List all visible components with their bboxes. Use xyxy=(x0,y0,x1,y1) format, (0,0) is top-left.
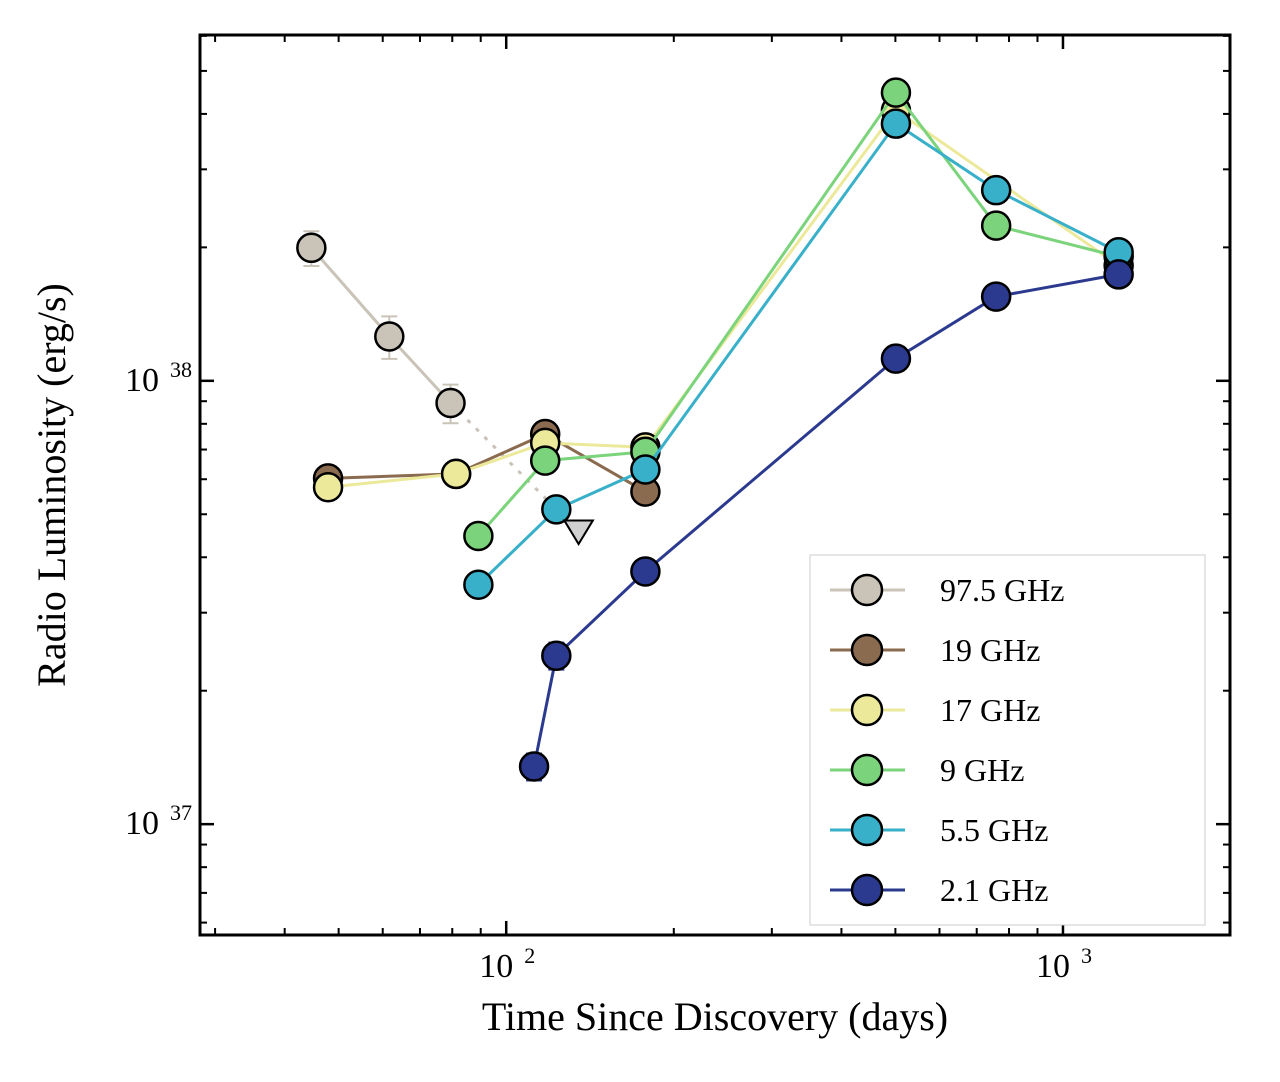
svg-text:10: 10 xyxy=(125,805,159,842)
legend-marker xyxy=(852,635,882,665)
data-point xyxy=(982,283,1010,311)
data-point xyxy=(631,557,659,585)
data-point xyxy=(542,642,570,670)
data-point xyxy=(882,110,910,138)
svg-text:2: 2 xyxy=(524,943,535,968)
chart-container: 10 2 10 3 10 37 10 38 Time Since Discovery (days… xyxy=(0,0,1280,1082)
y-tick-label: 10 38 xyxy=(125,357,192,399)
svg-text:10: 10 xyxy=(1036,948,1070,985)
legend-label: 5.5 GHz xyxy=(940,812,1048,848)
radio-luminosity-chart: 10 2 10 3 10 37 10 38 Time Since Discovery (days… xyxy=(0,0,1280,1082)
data-point xyxy=(1105,260,1133,288)
svg-text:3: 3 xyxy=(1081,943,1092,968)
upper-limit-marker xyxy=(564,520,593,544)
data-point xyxy=(631,455,659,483)
y-tick-label: 10 37 xyxy=(125,800,192,842)
svg-text:38: 38 xyxy=(170,357,192,382)
legend-marker xyxy=(852,755,882,785)
data-point xyxy=(531,447,559,475)
x-tick-label: 10 3 xyxy=(1036,943,1092,985)
data-point xyxy=(542,495,570,523)
legend-label: 9 GHz xyxy=(940,752,1024,788)
series-5.5GHz xyxy=(464,110,1132,599)
data-point xyxy=(437,389,465,417)
data-point xyxy=(520,753,548,781)
data-point xyxy=(982,212,1010,240)
data-point xyxy=(982,176,1010,204)
data-point xyxy=(375,322,403,350)
data-point xyxy=(442,460,470,488)
legend-marker xyxy=(852,575,882,605)
data-point xyxy=(314,473,342,501)
data-point xyxy=(882,79,910,107)
legend-label: 19 GHz xyxy=(940,632,1040,668)
legend-marker xyxy=(852,815,882,845)
x-axis-label: Time Since Discovery (days) xyxy=(482,994,948,1039)
y-axis-label: Radio Luminosity (erg/s) xyxy=(29,283,74,687)
legend-label: 17 GHz xyxy=(940,692,1040,728)
svg-text:10: 10 xyxy=(479,948,513,985)
data-point xyxy=(297,234,325,262)
data-point xyxy=(464,571,492,599)
legend-marker xyxy=(852,875,882,905)
data-point xyxy=(464,522,492,550)
legend-label: 2.1 GHz xyxy=(940,872,1048,908)
svg-text:10: 10 xyxy=(125,362,159,399)
svg-text:37: 37 xyxy=(170,800,192,825)
x-tick-label: 10 2 xyxy=(479,943,535,985)
legend-marker xyxy=(852,695,882,725)
legend: 97.5 GHz 19 GHz 17 GHz 9 GHz 5.5 GHz 2.1 GHz xyxy=(810,555,1205,925)
series-9GHz xyxy=(464,79,1132,550)
data-point xyxy=(882,345,910,373)
legend-label: 97.5 GHz xyxy=(940,572,1064,608)
